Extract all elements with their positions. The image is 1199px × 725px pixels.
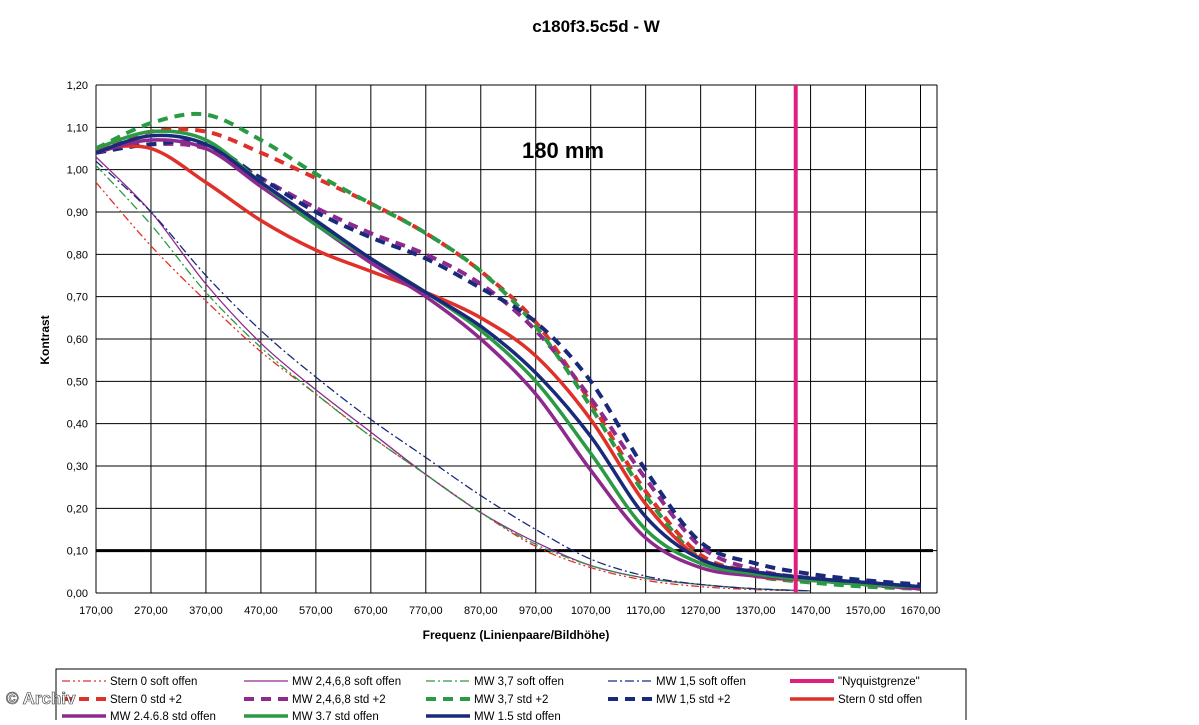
legend: Stern 0 soft offen MW 2,4,6,8 soft offen M… [55,668,967,725]
legend-item: MW 1,5 std offen [426,711,561,723]
series-line-mw-2-4-6-8-soft-offen [96,156,811,592]
x-tick-label: 1670,00 [901,605,941,617]
series-line-mw-1-5-std-2 [96,139,921,587]
legend-label: MW 1,5 std +2 [656,694,730,706]
y-tick-label: 1,20 [67,80,88,92]
x-tick-label: 270,00 [134,605,168,617]
legend-item: MW 2,4,6,8 std offen [62,711,216,723]
legend-label: Stern 0 soft offen [110,676,197,688]
legend-label: MW 3,7 std offen [292,711,379,720]
x-tick-label: 970,00 [519,605,553,617]
legend-item: Stern 0 soft offen [62,676,197,688]
legend-label: MW 2,4,6,8 std offen [110,711,216,720]
y-tick-label: 1,00 [67,165,88,177]
x-tick-label: 470,00 [244,605,278,617]
y-tick-label: 0,10 [67,546,88,558]
legend-item: Stern 0 std offen [790,694,922,706]
series-line-mw-1-5-soft-offen [96,160,811,592]
x-tick-label: 170,00 [79,605,113,617]
chart-title: c180f3.5c5d - W [532,17,661,36]
y-tick-labels: 0,00 0,10 0,20 0,30 0,40 0,50 0,60 0,70 0,80 0,90… [67,80,88,600]
x-tick-label: 1570,00 [846,605,886,617]
x-tick-label: 670,00 [354,605,388,617]
x-tick-label: 1470,00 [791,605,831,617]
y-tick-label: 0,30 [67,461,88,473]
data-series [96,85,921,593]
y-tick-label: 1,10 [67,122,88,134]
x-tick-label: 370,00 [189,605,223,617]
legend-label: MW 1,5 soft offen [656,676,746,688]
x-axis-label: Frequenz (Linienpaare/Bildhöhe) [423,628,610,642]
legend-item: Stern 0 std +2 [62,694,182,706]
x-tick-label: 770,00 [409,605,443,617]
series-line-mw-3-7-soft-offen [96,164,811,592]
legend-box [55,668,967,725]
y-tick-label: 0,70 [67,292,88,304]
x-tick-label: 870,00 [464,605,498,617]
y-tick-label: 0,20 [67,503,88,515]
legend-item: MW 2,4,6,8 soft offen [244,676,401,688]
archive-watermark: © Archiv [6,689,76,708]
y-tick-label: 0,90 [67,207,88,219]
legend-item: MW 1,5 std +2 [608,694,730,706]
legend-label: MW 1,5 std offen [474,711,561,720]
y-tick-label: 0,00 [67,588,88,600]
y-tick-label: 0,50 [67,376,88,388]
legend-label: MW 3,7 soft offen [474,676,564,688]
x-tick-label: 1070,00 [571,605,611,617]
x-tick-label: 1270,00 [681,605,721,617]
legend-item: MW 3,7 std +2 [426,694,548,706]
legend-label: MW 2,4,6,8 std +2 [292,694,386,706]
y-tick-label: 0,40 [67,419,88,431]
y-tick-label: 0,60 [67,334,88,346]
legend-label: Stern 0 std +2 [110,694,182,706]
legend-item: MW 1,5 soft offen [608,676,746,688]
legend-item: MW 3,7 soft offen [426,676,564,688]
legend-label: Stern 0 std offen [838,694,922,706]
series-line-mw-1-5-std-offen [96,133,921,589]
x-tick-labels: 170,00 270,00 370,00 470,00 570,00 670,00 770,… [79,605,940,617]
legend-label: MW 2,4,6,8 soft offen [292,676,401,688]
x-tick-label: 1370,00 [736,605,776,617]
legend-item: MW 2,4,6,8 std +2 [244,694,386,706]
y-axis-label: Kontrast [38,315,52,364]
legend-label: "Nyquistgrenze" [838,676,920,688]
x-tick-label: 1170,00 [626,605,665,617]
legend-item: "Nyquistgrenze" [790,676,920,688]
y-tick-label: 0,80 [67,249,88,261]
legend-label: MW 3,7 std +2 [474,694,548,706]
series-line-stern-0-soft-offen [96,181,811,592]
focal-length-annotation: 180 mm [522,138,604,163]
x-tick-label: 570,00 [299,605,333,617]
legend-item: MW 3,7 std offen [244,711,379,723]
